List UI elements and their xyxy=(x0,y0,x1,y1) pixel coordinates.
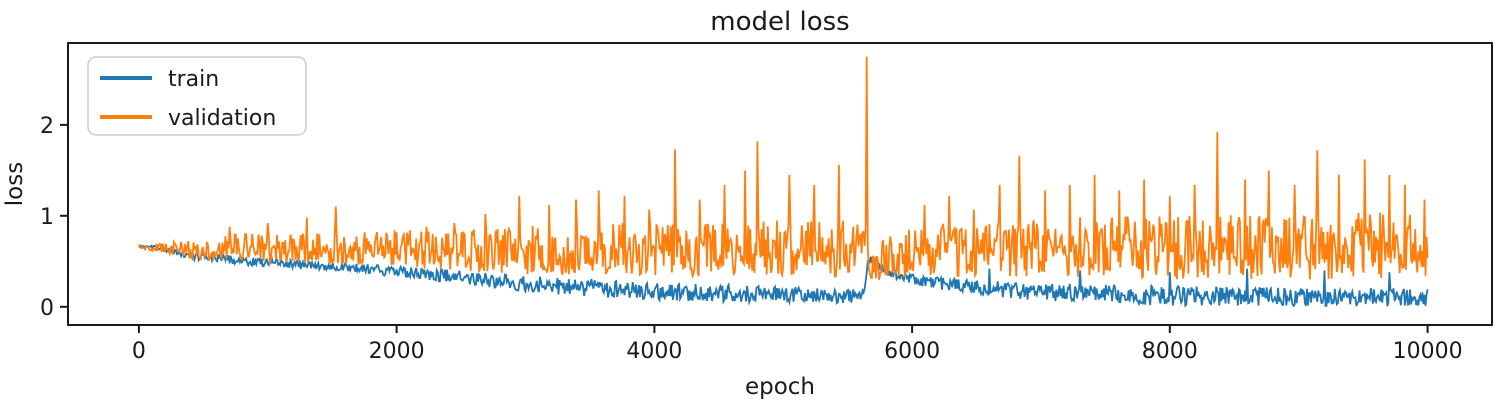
y-tick-label: 2 xyxy=(40,114,54,139)
x-tick-label: 10000 xyxy=(1393,339,1463,364)
x-tick-label: 8000 xyxy=(1142,339,1198,364)
legend-label-validation: validation xyxy=(168,106,276,131)
y-axis-label: loss xyxy=(2,162,28,206)
train-series-line xyxy=(138,244,1429,308)
plot-area: 0 2000 4000 6000 8000 10000 0 1 2 xyxy=(40,42,1493,364)
plot-frame xyxy=(67,42,1493,326)
x-tick-label: 2000 xyxy=(369,339,425,364)
x-axis-label: epoch xyxy=(745,374,815,400)
chart-title: model loss xyxy=(710,7,849,37)
x-tick-label: 0 xyxy=(132,339,146,364)
y-tick-label: 1 xyxy=(40,205,54,230)
x-tick-label: 6000 xyxy=(884,339,940,364)
legend-label-train: train xyxy=(168,67,219,92)
y-tick-label: 0 xyxy=(40,296,54,321)
x-tick-label: 4000 xyxy=(626,339,682,364)
legend: train validation xyxy=(87,56,307,136)
validation-series-line xyxy=(138,56,1429,280)
